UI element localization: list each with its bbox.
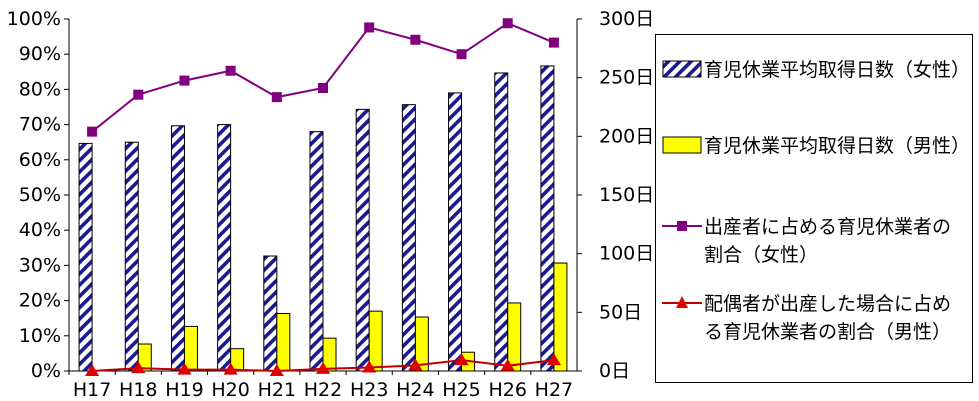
legend-label-block: 配偶者が出産した場合に占め る育児休業者の割合（男性）	[704, 290, 951, 346]
legend-square-line-icon	[660, 213, 704, 239]
right-tick-label: 200日	[599, 125, 654, 147]
point-female-rate	[456, 49, 467, 60]
legend-label: 割合（女性）	[704, 244, 819, 266]
bar-female-days	[170, 125, 185, 372]
left-tick-label: 60%	[19, 149, 61, 171]
point-male-rate	[546, 353, 561, 366]
x-tick-label: H21	[258, 379, 296, 401]
point-female-rate	[225, 65, 236, 76]
bar-male-days	[368, 310, 383, 372]
x-tick-label: H24	[396, 379, 434, 401]
left-tick-label: 100%	[7, 8, 61, 30]
point-male-rate	[85, 364, 100, 376]
point-female-rate	[364, 22, 375, 33]
bar-male-days	[507, 302, 522, 372]
point-female-rate	[318, 82, 328, 93]
point-male-rate	[223, 362, 238, 375]
bar-female-days	[309, 131, 324, 372]
point-male-rate	[269, 364, 284, 376]
bar-female-days	[355, 108, 370, 372]
bar-male-days	[276, 313, 291, 372]
legend-yellow-swatch	[660, 132, 704, 158]
left-tick-label: 80%	[19, 78, 61, 100]
bar-female-days	[401, 104, 416, 372]
bar-female-days	[494, 72, 509, 372]
bar-female-days	[78, 142, 93, 372]
point-male-rate	[408, 358, 423, 371]
point-female-rate	[179, 75, 190, 86]
legend-label: 育児休業平均取得日数（男性）	[704, 135, 971, 157]
legend-label: 出産者に占める育児休業者の	[704, 216, 952, 238]
right-tick-label: 150日	[599, 184, 654, 206]
legend-item-male-days: 育児休業平均取得日数（男性）	[660, 132, 970, 160]
bar-male-days	[183, 325, 198, 372]
left-tick-label: 20%	[19, 290, 61, 312]
left-tick-label: 10%	[19, 325, 61, 347]
bar-male-days	[230, 348, 245, 372]
x-tick-label: H17	[73, 379, 111, 401]
x-tick-label: H22	[304, 379, 342, 401]
line-female-rate	[91, 22, 555, 133]
legend-label-block: 出産者に占める育児休業者の 割合（女性）	[704, 213, 951, 269]
point-male-rate	[131, 361, 146, 374]
left-tick-label: 0%	[31, 360, 61, 382]
legend-label: る育児休業者の割合（男性）	[704, 321, 952, 343]
right-tick-label: 250日	[599, 67, 654, 89]
point-male-rate	[177, 362, 192, 375]
point-female-rate	[133, 89, 144, 100]
left-tick-label: 70%	[19, 114, 61, 136]
point-female-rate	[87, 126, 98, 137]
bar-female-days	[217, 124, 232, 372]
right-tick-label: 300日	[599, 8, 654, 30]
right-tick-label: 50日	[599, 301, 642, 323]
point-female-rate	[410, 34, 421, 45]
legend-item-female-days: 育児休業平均取得日数（女性）	[660, 56, 970, 84]
bar-female-days	[124, 141, 139, 372]
x-tick-label: H27	[535, 379, 573, 401]
left-tick-label: 30%	[19, 254, 61, 276]
point-female-rate	[548, 37, 559, 48]
x-tick-label: H25	[442, 379, 480, 401]
x-tick-label: H23	[350, 379, 388, 401]
x-tick-label: H20	[211, 379, 249, 401]
point-male-rate	[316, 361, 330, 374]
point-female-rate	[271, 92, 282, 103]
x-tick-label: H26	[488, 379, 526, 401]
x-tick-label: H18	[119, 379, 157, 401]
legend-triangle-line-icon	[660, 290, 704, 316]
point-male-rate	[362, 360, 377, 373]
legend-item-female-rate: 出産者に占める育児休業者の 割合（女性）	[660, 213, 970, 269]
point-female-rate	[502, 18, 513, 29]
bar-male-days	[553, 262, 568, 372]
plot-area: 0% 10% 20% 30% 40% 50% 60% 70% 80% 90% 100% 0日 50日 10…	[7, 8, 655, 401]
bar-male-days	[322, 337, 337, 372]
legend: 育児休業平均取得日数（女性） 育児休業平均取得日数（男性） 出産者に占める育児休…	[655, 34, 973, 383]
right-tick-label: 0日	[599, 360, 630, 382]
bar-male-days	[414, 316, 429, 372]
left-tick-label: 50%	[19, 184, 61, 206]
bar-female-days	[263, 255, 278, 372]
legend-label: 育児休業平均取得日数（女性）	[704, 59, 971, 81]
left-tick-label: 40%	[19, 219, 61, 241]
bar-female-days	[540, 65, 555, 372]
legend-hatch-swatch	[660, 56, 704, 82]
bar-female-days	[448, 92, 463, 372]
legend-label: 配偶者が出産した場合に占め	[704, 293, 952, 315]
point-male-rate	[454, 353, 469, 366]
legend-item-male-rate: 配偶者が出産した場合に占め る育児休業者の割合（男性）	[660, 290, 970, 346]
right-tick-label: 100日	[599, 243, 654, 265]
point-male-rate	[500, 358, 515, 371]
x-tick-label: H19	[165, 379, 203, 401]
bar-male-days	[137, 343, 152, 372]
left-tick-label: 90%	[19, 43, 61, 65]
